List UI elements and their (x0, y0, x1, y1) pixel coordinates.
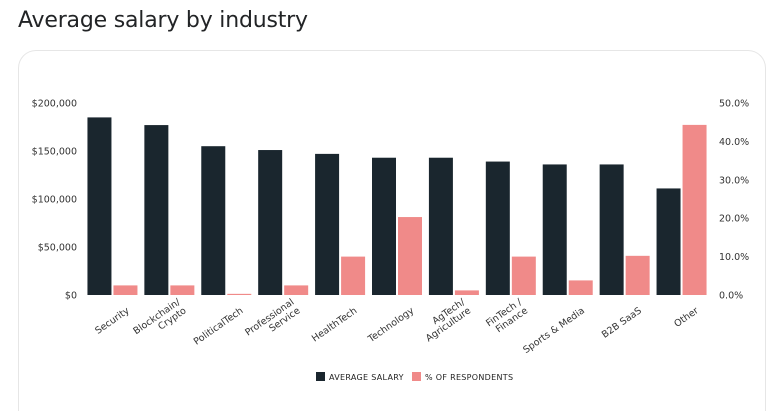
category-label-line: Other (672, 305, 700, 330)
salary-bar (315, 153, 340, 295)
right-tick-label: 40.0% (719, 137, 749, 148)
salary-bar (599, 164, 624, 295)
category-label: Security (93, 305, 132, 337)
salary-bar (428, 157, 453, 295)
category-label: HealthTech (310, 305, 359, 344)
category-label-line: Technology (365, 305, 416, 345)
left-tick-label: $50,000 (38, 243, 77, 254)
respondents-bar (682, 124, 707, 295)
category-label-line: PoliticalTech (192, 305, 246, 347)
left-axis: $0 $50,000 $100,000 $150,000 $200,000 (32, 99, 77, 302)
legend: AVERAGE SALARY % OF RESPONDENTS (316, 372, 513, 382)
category-label: Sports & Media (521, 305, 587, 356)
salary-bar (144, 125, 169, 295)
respondents-bar (341, 256, 366, 295)
right-tick-label: 20.0% (719, 214, 749, 225)
salary-bar (542, 164, 567, 295)
right-tick-label: 0.0% (719, 291, 743, 302)
respondents-bar (511, 256, 536, 295)
respondents-bar (625, 255, 650, 295)
category-label-line: B2B SaaS (600, 305, 644, 340)
respondents-bar (568, 280, 593, 295)
salary-bar (656, 188, 681, 295)
salary-bar (372, 157, 396, 295)
respondents-bar (284, 285, 309, 295)
salary-bar (201, 146, 226, 295)
category-label: FinTech /Finance (484, 296, 530, 335)
left-tick-label: $200,000 (32, 99, 77, 110)
left-tick-label: $100,000 (32, 195, 77, 206)
category-label: AgTech/Agriculture (424, 296, 473, 344)
category-label-line: Sports & Media (521, 305, 587, 356)
salary-bar (258, 150, 283, 295)
legend-swatch (412, 372, 421, 381)
category-labels: Security Blockchain/Crypto PoliticalTechPr… (93, 296, 700, 356)
category-label: Technology (365, 305, 416, 345)
category-label: Other (672, 305, 700, 330)
right-tick-label: 50.0% (719, 99, 749, 110)
left-tick-label: $150,000 (32, 147, 77, 158)
right-tick-label: 30.0% (719, 175, 749, 186)
page-title: Average salary by industry (18, 8, 308, 33)
category-label-line: HealthTech (310, 305, 359, 344)
category-label-line: Security (93, 305, 132, 337)
category-label: PoliticalTech (192, 305, 246, 347)
salary-bar (87, 117, 112, 296)
legend-label: AVERAGE SALARY (329, 373, 404, 382)
bars (87, 117, 707, 296)
category-label: B2B SaaS (600, 305, 644, 340)
legend-label: % OF RESPONDENTS (425, 373, 513, 382)
respondents-bar (227, 293, 252, 295)
respondents-bar (454, 290, 479, 295)
category-label: Blockchain/Crypto (131, 296, 188, 337)
respondents-bar (398, 217, 422, 295)
right-tick-label: 10.0% (719, 252, 749, 263)
left-tick-label: $0 (65, 291, 77, 302)
right-axis: 0.0% 10.0% 20.0% 30.0% 40.0% 50.0% (719, 99, 749, 302)
legend-swatch (316, 372, 325, 381)
salary-bar (485, 161, 510, 295)
respondents-bar (170, 285, 195, 295)
respondents-bar (113, 285, 138, 295)
